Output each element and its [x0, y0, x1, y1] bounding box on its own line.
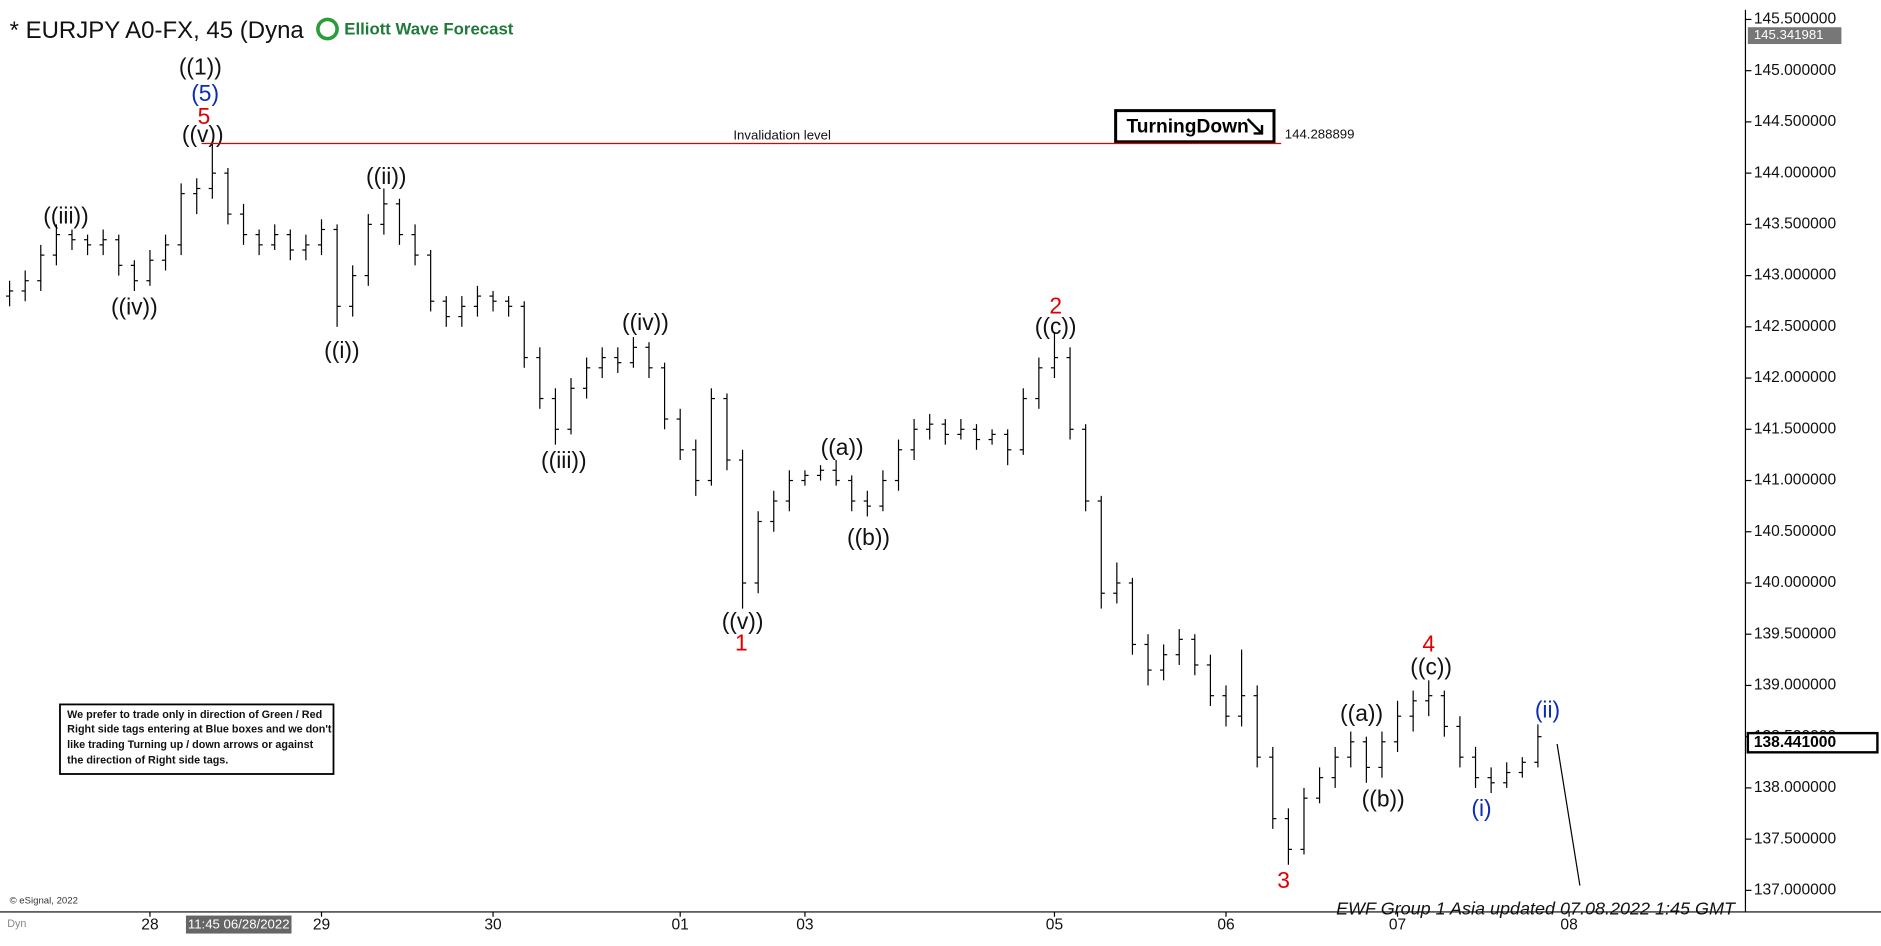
- y-tick-label: 143.500000: [1754, 215, 1837, 232]
- x-tick-label: 01: [672, 916, 689, 933]
- wave-label: (i): [1471, 795, 1491, 821]
- logo-box: [313, 14, 524, 44]
- note-line: We prefer to trade only in direction of …: [67, 709, 322, 721]
- y-tick-label: 142.000000: [1754, 369, 1837, 386]
- wave-label: ((a)): [1340, 700, 1383, 726]
- x-tick-label: 28: [141, 916, 158, 933]
- wave-label: ((v)): [722, 608, 764, 634]
- wave-label: ((b)): [847, 524, 890, 550]
- y-tick-label: 144.500000: [1754, 113, 1837, 130]
- copyright: © eSignal, 2022: [10, 896, 78, 907]
- wave-label: ((a)): [821, 434, 864, 460]
- wave-label: 1: [735, 629, 748, 655]
- wave-label: ((iii)): [541, 447, 587, 473]
- footer: EWF Group 1 Asia updated 07.08.2022 1:45…: [1336, 898, 1737, 918]
- x-tick-label: 05: [1046, 916, 1064, 933]
- last-price: 138.441000: [1754, 734, 1837, 751]
- y-tick-label: 143.000000: [1754, 267, 1837, 284]
- y-tick-label: 137.500000: [1754, 830, 1837, 847]
- wave-label: (ii): [1535, 697, 1560, 723]
- turning-tag-box: [1114, 109, 1276, 144]
- y-tick-label: 145.500000: [1754, 11, 1837, 28]
- y-tick-label: 142.500000: [1754, 318, 1837, 335]
- wave-label: ((iv)): [622, 309, 669, 335]
- turning-tag: TurningDown: [1127, 116, 1249, 137]
- wave-label: ((iv)): [111, 294, 158, 320]
- wave-label: 3: [1277, 867, 1290, 893]
- invalidation-value: 144.288899: [1285, 127, 1355, 142]
- note-line: the direction of Right side tags.: [67, 755, 228, 767]
- x-tick-label: 03: [796, 916, 813, 933]
- wave-label: ((v)): [182, 121, 224, 147]
- turning-arrow: [1246, 118, 1264, 135]
- chart-title: * EURJPY A0-FX, 45 (Dyna: [10, 17, 305, 44]
- wave-label: 2: [1049, 292, 1062, 318]
- wave-label: 4: [1422, 631, 1435, 657]
- logo-icon: [316, 17, 339, 41]
- x-tick-label: 06: [1217, 916, 1234, 933]
- last-price-box: [1746, 731, 1879, 754]
- invalidation-label: Invalidation level: [733, 127, 831, 142]
- y-tick-label: 138.000000: [1754, 779, 1837, 796]
- wave-label: ((iii)): [43, 202, 89, 228]
- y-tick-label: 145.000000: [1754, 62, 1837, 79]
- wave-labels: ((1)) (5) 5 ((v)) ((iii)) ((iv)) ((i)) (…: [43, 54, 1560, 893]
- wave-label: ((1)): [179, 54, 222, 80]
- x-tick-label: 30: [484, 916, 502, 933]
- crosshair-label: 11:45 06/28/2022: [188, 917, 290, 932]
- note-box: [59, 703, 335, 775]
- y-tick-label: 140.000000: [1754, 574, 1837, 591]
- wave-label: ((c)): [1410, 653, 1452, 679]
- wave-label: ((b)): [1362, 785, 1405, 811]
- y-tick-label: 139.000000: [1754, 677, 1837, 694]
- corner-label: Dyn: [7, 918, 26, 930]
- note-line: like trading Turning up / down arrows or…: [67, 739, 313, 751]
- wave-label: ((ii)): [366, 163, 406, 189]
- y-tick-label: 139.500000: [1754, 625, 1837, 642]
- crosshair-box: [185, 915, 292, 934]
- x-tick-label: 08: [1560, 916, 1577, 933]
- logo-text: Elliott Wave Forecast: [344, 20, 514, 39]
- y-tick-label: 144.000000: [1754, 164, 1837, 181]
- note-line: Right side tags entering at Blue boxes a…: [67, 723, 332, 735]
- y-tick-label: 141.500000: [1754, 420, 1837, 437]
- high-tag-box: [1747, 27, 1842, 45]
- y-tick-label: 140.500000: [1754, 523, 1837, 540]
- wave-label: (5): [191, 80, 219, 106]
- high-tag: 145.341981: [1754, 27, 1824, 42]
- wave-label: 5: [198, 103, 211, 129]
- y-tick-label: 141.000000: [1754, 472, 1837, 489]
- wave-label: ((i)): [324, 337, 359, 363]
- projection-line: [1556, 743, 1581, 886]
- x-tick-label: 07: [1389, 916, 1406, 933]
- wave-label: ((c)): [1035, 313, 1077, 339]
- x-tick-label: 29: [313, 916, 330, 933]
- y-tick-label: 137.000000: [1754, 881, 1837, 898]
